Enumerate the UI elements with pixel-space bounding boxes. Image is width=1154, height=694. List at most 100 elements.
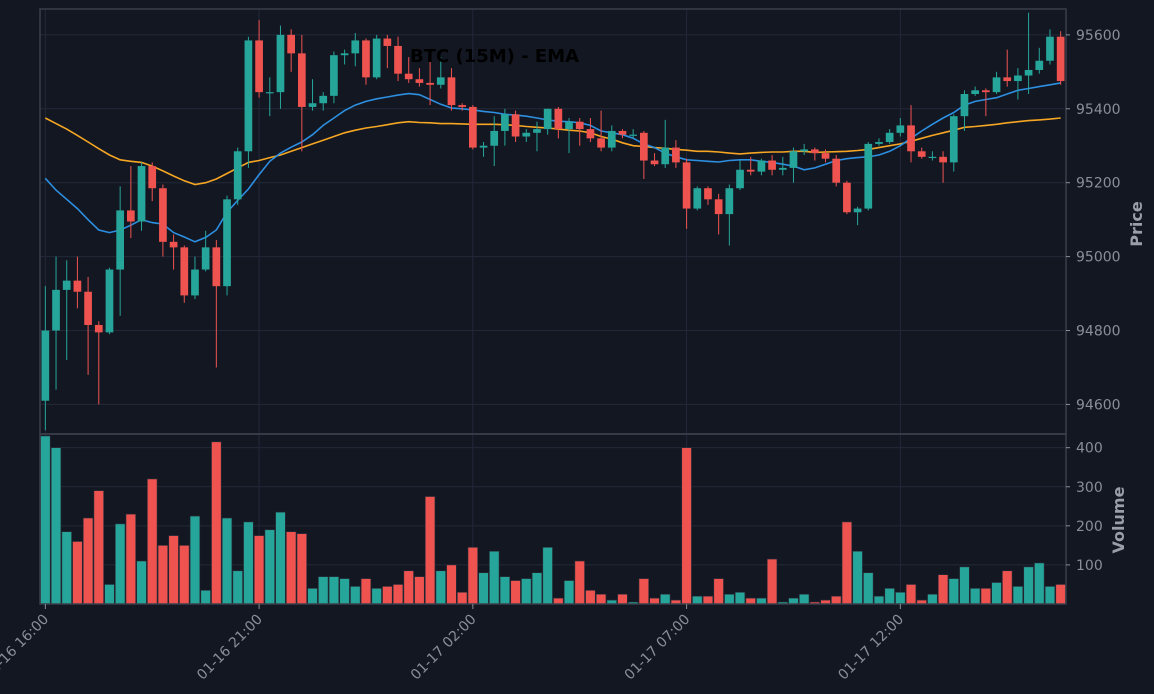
candle-body	[436, 77, 445, 85]
candle-body	[821, 153, 830, 159]
price-tick-label: 94800	[1076, 324, 1121, 340]
candle	[533, 121, 541, 152]
volume-bar	[1023, 566, 1034, 605]
candle	[255, 20, 263, 98]
candle-body	[1056, 36, 1065, 82]
candle	[1056, 31, 1065, 85]
candle-body	[105, 269, 114, 333]
candle	[704, 186, 712, 205]
candle	[126, 166, 135, 239]
candle	[1003, 49, 1012, 87]
volume-bar	[253, 535, 265, 605]
candle	[223, 195, 231, 296]
volume-tick-labels: 100 200 300 400	[1066, 441, 1103, 574]
candle-body	[233, 151, 242, 200]
candle	[682, 158, 691, 229]
candle	[394, 36, 402, 82]
candle	[501, 108, 509, 146]
candle-body	[319, 95, 328, 104]
volume-bar	[937, 574, 949, 605]
candle-body	[458, 105, 467, 107]
volume-bar	[553, 597, 564, 605]
volume-bar	[1044, 586, 1056, 605]
volume-bar	[414, 576, 425, 605]
volume-bar	[82, 517, 94, 605]
volume-bar	[157, 545, 169, 605]
volume-bar	[799, 593, 810, 605]
candle-body	[180, 247, 189, 296]
volume-bar	[681, 447, 692, 605]
candle	[778, 156, 787, 176]
candle-body	[704, 188, 712, 200]
candle-body	[607, 130, 616, 148]
volume-bar	[243, 521, 254, 605]
candle	[479, 142, 488, 157]
volume-bar	[467, 547, 478, 605]
candle-body	[479, 145, 488, 148]
volume-bar	[563, 580, 575, 605]
volume-bar	[136, 560, 147, 605]
candle	[319, 92, 328, 111]
candle	[148, 162, 157, 202]
candle-body	[725, 188, 734, 215]
candle	[650, 153, 659, 167]
candle-body	[639, 132, 648, 161]
ema-lines	[44, 82, 1061, 243]
candle	[191, 256, 199, 300]
volume-bar	[649, 597, 660, 605]
candle-body	[533, 129, 541, 133]
volume-bar	[959, 566, 970, 605]
candle-body	[554, 108, 563, 130]
price-axis-label: Price	[1127, 201, 1146, 247]
price-tick-label: 94600	[1076, 397, 1121, 413]
candle-body	[244, 40, 253, 152]
volume-bar	[638, 578, 649, 605]
candle-body	[116, 210, 125, 270]
volume-bar	[446, 564, 457, 605]
candle-body	[340, 53, 349, 56]
volume-bar	[50, 447, 62, 605]
volume-bar	[403, 570, 414, 605]
candle	[672, 140, 680, 168]
candle	[618, 129, 627, 139]
candle	[340, 49, 349, 65]
candle-body	[597, 138, 605, 148]
volume-bar	[510, 580, 521, 605]
candles	[41, 12, 1065, 431]
volume-bar	[457, 591, 468, 605]
volume-bar	[884, 588, 895, 605]
candle	[436, 57, 445, 89]
volume-bar	[115, 523, 126, 605]
candle	[1046, 29, 1054, 65]
volume-tick-label: 100	[1076, 558, 1103, 574]
candle-body	[351, 40, 360, 54]
candle-body	[778, 167, 787, 170]
volume-bar	[61, 531, 72, 605]
candle-body	[672, 147, 680, 163]
volume-bar	[1002, 570, 1013, 605]
candle	[212, 239, 221, 368]
candle-body	[148, 166, 157, 189]
volume-bar	[970, 588, 981, 605]
candle	[330, 51, 338, 104]
candle-body	[971, 90, 980, 94]
candle-body	[629, 134, 638, 136]
candle-body	[126, 210, 135, 222]
volume-bar	[980, 588, 991, 605]
volume-bar	[831, 595, 842, 605]
candle-body	[223, 199, 231, 287]
volume-bar	[435, 570, 446, 605]
candle	[84, 276, 92, 375]
volume-bar	[1055, 584, 1066, 605]
candle-body	[565, 121, 573, 130]
candle-body	[201, 247, 210, 270]
volume-bar	[895, 591, 906, 605]
candle-body	[618, 130, 627, 135]
candle-body	[308, 103, 317, 107]
ema-slow-line	[44, 117, 1061, 186]
candle-body	[853, 208, 862, 213]
candle	[415, 68, 424, 87]
candle-body	[939, 156, 947, 163]
candle-body	[426, 82, 434, 85]
